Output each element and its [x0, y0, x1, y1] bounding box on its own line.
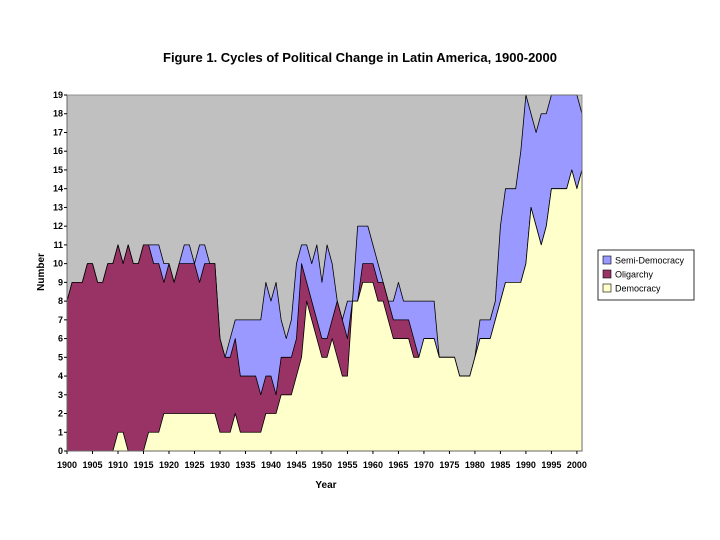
chart-title: Figure 1. Cycles of Political Change in …	[163, 50, 557, 65]
x-tick-label: 1985	[490, 460, 510, 470]
x-tick-label: 1955	[337, 460, 357, 470]
y-tick-label: 0	[58, 446, 63, 456]
x-tick-label: 1970	[414, 460, 434, 470]
y-tick-label: 13	[53, 202, 63, 212]
x-tick-label: 1990	[516, 460, 536, 470]
y-tick-label: 6	[58, 334, 63, 344]
x-tick-label: 1980	[465, 460, 485, 470]
y-tick-label: 10	[53, 259, 63, 269]
legend-label: Semi-Democracy	[615, 256, 685, 266]
y-tick-label: 5	[58, 352, 63, 362]
series-areas	[66, 94, 583, 452]
x-tick-label: 1935	[235, 460, 255, 470]
y-tick-label: 16	[53, 146, 63, 156]
y-tick-label: 4	[58, 371, 63, 381]
x-axis-label: Year	[315, 480, 336, 491]
x-tick-label: 1965	[388, 460, 408, 470]
area-democracy	[66, 169, 583, 452]
x-tick-label: 1960	[363, 460, 383, 470]
legend: Semi-Democracy Oligarchy Democracy	[597, 249, 695, 301]
legend-swatch-semi-democracy	[602, 255, 612, 265]
x-tick-label: 1930	[210, 460, 230, 470]
x-tick-label: 1945	[286, 460, 306, 470]
x-tick-label: 1940	[261, 460, 281, 470]
x-tick-label: 1915	[133, 460, 153, 470]
x-tick-label: 1975	[439, 460, 459, 470]
y-tick-label: 15	[53, 165, 63, 175]
y-tick-label: 2	[58, 409, 63, 419]
y-tick-label: 11	[53, 240, 63, 250]
legend-swatch-oligarchy	[602, 269, 612, 279]
x-tick-label: 2000	[567, 460, 587, 470]
y-tick-label: 7	[58, 315, 63, 325]
y-tick-label: 18	[53, 109, 63, 119]
y-tick-label: 1	[58, 427, 63, 437]
x-tick-label: 1910	[108, 460, 128, 470]
y-tick-label: 8	[58, 296, 63, 306]
x-tick-label: 1995	[541, 460, 561, 470]
y-tick-label: 14	[53, 184, 63, 194]
y-tick-label: 12	[53, 221, 63, 231]
axes	[66, 94, 583, 452]
y-tick-label: 19	[53, 90, 63, 100]
y-tick-label: 3	[58, 390, 63, 400]
x-tick-label: 1950	[312, 460, 332, 470]
y-axis-label: Number	[36, 253, 47, 291]
x-tick-label: 1925	[184, 460, 204, 470]
y-tick-label: 17	[53, 127, 63, 137]
x-tick-labels: 1900 1905 1910 1915 1920 1925 1930 1935 1940 1945…	[57, 451, 587, 470]
plot-frame	[66, 94, 583, 452]
legend-label: Oligarchy	[615, 270, 654, 280]
y-tick-label: 9	[58, 277, 63, 287]
legend-frame	[597, 249, 695, 301]
legend-label: Democracy	[615, 284, 661, 294]
x-tick-label: 1900	[57, 460, 77, 470]
legend-swatch-democracy	[602, 283, 612, 293]
x-tick-label: 1905	[82, 460, 102, 470]
x-tick-label: 1920	[159, 460, 179, 470]
